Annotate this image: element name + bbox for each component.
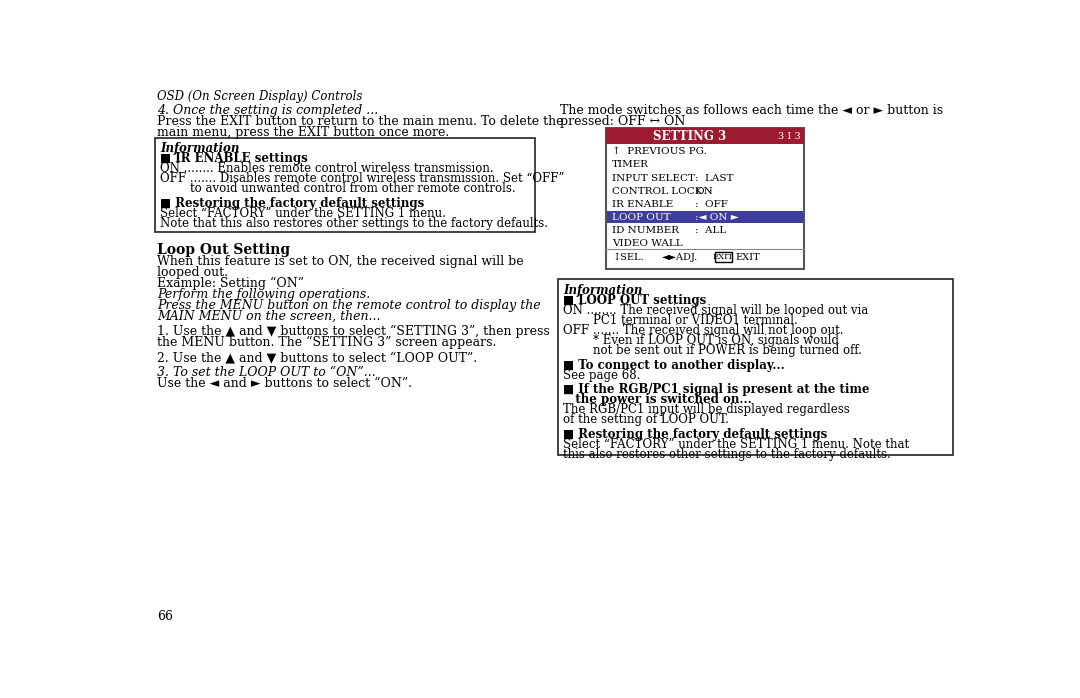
Text: 3. To set the LOOP OUT to “ON”...: 3. To set the LOOP OUT to “ON”... [157, 366, 376, 379]
FancyBboxPatch shape [715, 253, 732, 262]
Text: Press the MENU button on the remote control to display the: Press the MENU button on the remote cont… [157, 299, 540, 311]
Text: Note that this also restores other settings to the factory defaults.: Note that this also restores other setti… [160, 217, 548, 230]
Text: EXIT: EXIT [713, 253, 733, 261]
Text: INPUT SELECT: INPUT SELECT [611, 174, 694, 183]
Text: Select “FACTORY” under the SETTING 1 menu. Note that: Select “FACTORY” under the SETTING 1 men… [563, 438, 909, 451]
Text: ■ LOOP OUT settings: ■ LOOP OUT settings [563, 294, 706, 307]
Text: Loop Out Setting: Loop Out Setting [157, 243, 289, 257]
Text: VIDEO WALL: VIDEO WALL [611, 239, 683, 248]
Text: ON: ON [696, 186, 713, 195]
Text: :◄ ON ►: :◄ ON ► [696, 213, 739, 222]
Text: * Even if LOOP OUT is ON, signals would: * Even if LOOP OUT is ON, signals would [563, 334, 839, 347]
Text: Press the EXIT button to return to the main menu. To delete the: Press the EXIT button to return to the m… [157, 115, 563, 128]
FancyBboxPatch shape [156, 138, 535, 232]
Text: ■ IR ENABLE settings: ■ IR ENABLE settings [160, 152, 308, 165]
Text: :  OFF: : OFF [696, 200, 728, 209]
Text: ■ Restoring the factory default settings: ■ Restoring the factory default settings [563, 428, 827, 441]
Text: TIMER: TIMER [611, 161, 649, 170]
Text: :  ALL: : ALL [696, 226, 727, 235]
Text: The mode switches as follows each time the ◄ or ► button is: The mode switches as follows each time t… [559, 104, 943, 117]
Text: LOOP OUT: LOOP OUT [611, 213, 671, 222]
Text: Information: Information [563, 284, 643, 297]
Text: of the setting of LOOP OUT.: of the setting of LOOP OUT. [563, 413, 729, 426]
Text: EXIT: EXIT [735, 253, 760, 262]
Text: OSD (On Screen Display) Controls: OSD (On Screen Display) Controls [157, 90, 362, 103]
Text: ON ........ Enables remote control wireless transmission.: ON ........ Enables remote control wirel… [160, 163, 494, 175]
Text: OFF ....... The received signal will not loop out.: OFF ....... The received signal will not… [563, 324, 843, 337]
Text: PC1 terminal or VIDEO1 terminal.: PC1 terminal or VIDEO1 terminal. [563, 314, 797, 327]
FancyBboxPatch shape [606, 128, 804, 269]
Text: 2. Use the ▲ and ▼ buttons to select “LOOP OUT”.: 2. Use the ▲ and ▼ buttons to select “LO… [157, 351, 477, 364]
FancyBboxPatch shape [606, 128, 804, 144]
Text: 4. Once the setting is completed ...: 4. Once the setting is completed ... [157, 104, 378, 117]
Text: Use the ◄ and ► buttons to select “ON”.: Use the ◄ and ► buttons to select “ON”. [157, 377, 411, 390]
Text: Perform the following operations.: Perform the following operations. [157, 288, 370, 301]
Text: MAIN MENU on the screen, then...: MAIN MENU on the screen, then... [157, 309, 380, 322]
Text: ■ If the RGB/PC1 signal is present at the time: ■ If the RGB/PC1 signal is present at th… [563, 383, 869, 396]
Text: ID NUMBER: ID NUMBER [611, 226, 678, 235]
Text: 66: 66 [157, 611, 173, 623]
Text: SETTING 3: SETTING 3 [652, 130, 726, 142]
Text: OFF ....... Disables remote control wireless transmission. Set “OFF”: OFF ....... Disables remote control wire… [160, 172, 564, 185]
Text: ◄►ADJ.: ◄►ADJ. [662, 253, 699, 262]
FancyBboxPatch shape [558, 279, 954, 455]
Text: looped out.: looped out. [157, 266, 228, 279]
Text: the power is switched on...: the power is switched on... [563, 393, 752, 406]
Text: ↕SEL.: ↕SEL. [612, 253, 644, 262]
Text: 3 I 3: 3 I 3 [779, 132, 801, 140]
Text: the MENU button. The “SETTING 3” screen appears.: the MENU button. The “SETTING 3” screen … [157, 336, 496, 349]
Text: :  LAST: : LAST [696, 174, 733, 183]
Text: not be sent out if POWER is being turned off.: not be sent out if POWER is being turned… [563, 344, 862, 357]
Text: The RGB/PC1 input will be displayed regardless: The RGB/PC1 input will be displayed rega… [563, 403, 850, 416]
Text: Example: Setting “ON”: Example: Setting “ON” [157, 277, 303, 290]
Text: pressed: OFF ↔ ON: pressed: OFF ↔ ON [559, 114, 685, 128]
Text: CONTROL LOCK  :: CONTROL LOCK : [611, 186, 712, 195]
FancyBboxPatch shape [607, 211, 804, 223]
Text: ON ........ The received signal will be looped out via: ON ........ The received signal will be … [563, 304, 868, 317]
Text: IR ENABLE: IR ENABLE [611, 200, 673, 209]
Text: main menu, press the EXIT button once more.: main menu, press the EXIT button once mo… [157, 126, 449, 139]
Text: ■ To connect to another display...: ■ To connect to another display... [563, 359, 784, 371]
Text: 1. Use the ▲ and ▼ buttons to select “SETTING 3”, then press: 1. Use the ▲ and ▼ buttons to select “SE… [157, 325, 550, 338]
Text: ↑  PREVIOUS PG.: ↑ PREVIOUS PG. [611, 147, 706, 156]
Text: Select “FACTORY” under the SETTING 1 menu.: Select “FACTORY” under the SETTING 1 men… [160, 207, 446, 220]
Text: See page 68.: See page 68. [563, 369, 640, 382]
Text: to avoid unwanted control from other remote controls.: to avoid unwanted control from other rem… [160, 182, 515, 195]
Text: this also restores other settings to the factory defaults.: this also restores other settings to the… [563, 448, 891, 461]
Text: ■ Restoring the factory default settings: ■ Restoring the factory default settings [160, 197, 424, 210]
Text: Information: Information [160, 142, 239, 155]
Text: When this feature is set to ON, the received signal will be: When this feature is set to ON, the rece… [157, 255, 524, 269]
